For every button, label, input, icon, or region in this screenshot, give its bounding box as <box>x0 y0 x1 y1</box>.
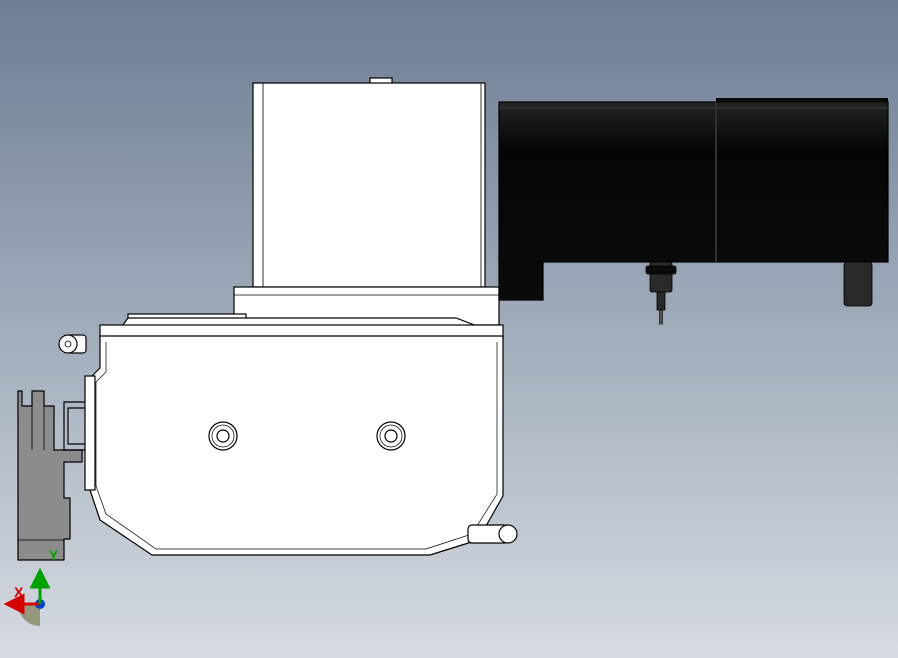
counterbore-hole <box>377 422 405 450</box>
x-axis-label: X <box>14 584 24 600</box>
right-connector <box>844 262 872 306</box>
upper-motor-block <box>253 83 485 287</box>
main-body <box>90 336 503 555</box>
cad-viewport[interactable]: XY <box>0 0 898 658</box>
probe-needle <box>660 310 663 324</box>
counterbore-hole <box>209 422 237 450</box>
model-canvas[interactable]: XY <box>0 0 898 658</box>
y-axis-label: Y <box>49 547 59 563</box>
